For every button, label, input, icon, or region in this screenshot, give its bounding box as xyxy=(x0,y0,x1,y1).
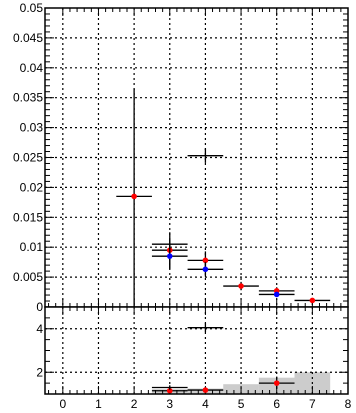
y-tick-label: 0 xyxy=(36,300,43,314)
y-tick-label: 0.015 xyxy=(13,210,43,224)
ratio-panel: 2 4 0 1 2 3 4 5 6 7 8 xyxy=(36,306,352,411)
top-panel: 0 0.005 0.01 0.015 0.02 0.025 0.03 0.035 0.04 0.0… xyxy=(13,1,349,314)
plot-frame xyxy=(44,306,349,395)
data-point-marker xyxy=(131,193,137,200)
x-tick-label: 0 xyxy=(59,397,66,411)
x-tick-label: 3 xyxy=(166,397,173,411)
y-tick-label: 0.045 xyxy=(13,31,43,45)
data-point-marker xyxy=(202,257,209,264)
x-tick-label: 5 xyxy=(238,397,245,411)
x-tick-label: 8 xyxy=(345,397,352,411)
data-point-marker xyxy=(309,297,316,304)
y-tick-label: 4 xyxy=(36,322,43,336)
y-tick-label: 0.04 xyxy=(20,61,44,75)
y-tick-label: 0.03 xyxy=(20,121,44,135)
data-point-marker xyxy=(166,253,173,259)
data-point-marker xyxy=(166,387,173,394)
y-tick-label: 2 xyxy=(36,365,43,379)
x-tick-label: 4 xyxy=(202,397,209,411)
x-tick-label: 1 xyxy=(95,397,102,411)
data-point-marker xyxy=(273,380,280,386)
x-tick-label: 2 xyxy=(131,397,138,411)
y-tick-label: 0.035 xyxy=(13,91,43,105)
x-tick-label: 6 xyxy=(273,397,280,411)
x-tick-label: 7 xyxy=(309,397,316,411)
data-point-marker xyxy=(202,266,209,273)
y-tick-label: 0.025 xyxy=(13,151,43,165)
data-point-marker xyxy=(238,283,244,289)
y-tick-label: 0.05 xyxy=(20,1,44,15)
y-tick-label: 0.02 xyxy=(20,180,44,194)
data-point-marker xyxy=(202,387,209,393)
y-tick-label: 0.01 xyxy=(20,240,44,254)
data-point-marker xyxy=(273,291,280,298)
y-tick-label: 0.005 xyxy=(13,270,43,284)
